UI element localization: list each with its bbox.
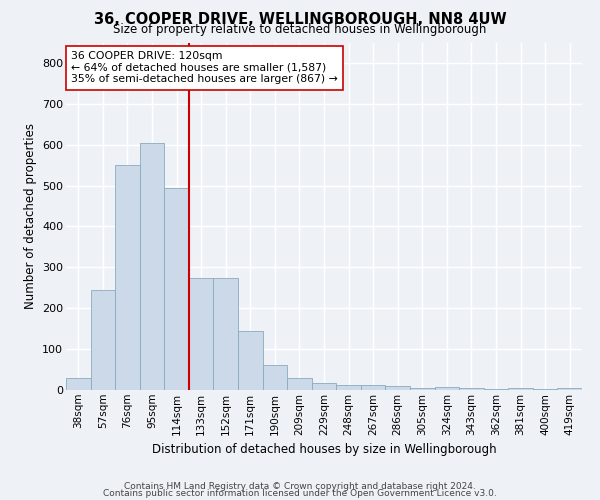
Bar xyxy=(287,378,312,390)
Bar xyxy=(263,366,287,390)
Text: 36, COOPER DRIVE, WELLINGBOROUGH, NN8 4UW: 36, COOPER DRIVE, WELLINGBOROUGH, NN8 4U… xyxy=(94,12,506,28)
Text: Contains HM Land Registry data © Crown copyright and database right 2024.: Contains HM Land Registry data © Crown c… xyxy=(124,482,476,491)
Bar xyxy=(214,278,238,390)
Bar xyxy=(434,387,459,390)
Bar xyxy=(336,384,361,390)
Bar xyxy=(361,385,385,390)
Text: 36 COOPER DRIVE: 120sqm
← 64% of detached houses are smaller (1,587)
35% of semi: 36 COOPER DRIVE: 120sqm ← 64% of detache… xyxy=(71,51,338,84)
X-axis label: Distribution of detached houses by size in Wellingborough: Distribution of detached houses by size … xyxy=(152,443,496,456)
Bar xyxy=(484,389,508,390)
Bar xyxy=(533,389,557,390)
Bar xyxy=(140,142,164,390)
Bar xyxy=(312,383,336,390)
Bar xyxy=(189,278,214,390)
Bar xyxy=(91,290,115,390)
Bar xyxy=(508,388,533,390)
Bar xyxy=(459,388,484,390)
Bar xyxy=(385,386,410,390)
Bar xyxy=(410,388,434,390)
Y-axis label: Number of detached properties: Number of detached properties xyxy=(23,123,37,309)
Bar xyxy=(66,378,91,390)
Bar xyxy=(164,188,189,390)
Bar xyxy=(238,330,263,390)
Text: Size of property relative to detached houses in Wellingborough: Size of property relative to detached ho… xyxy=(113,22,487,36)
Bar xyxy=(557,388,582,390)
Bar xyxy=(115,165,140,390)
Text: Contains public sector information licensed under the Open Government Licence v3: Contains public sector information licen… xyxy=(103,489,497,498)
